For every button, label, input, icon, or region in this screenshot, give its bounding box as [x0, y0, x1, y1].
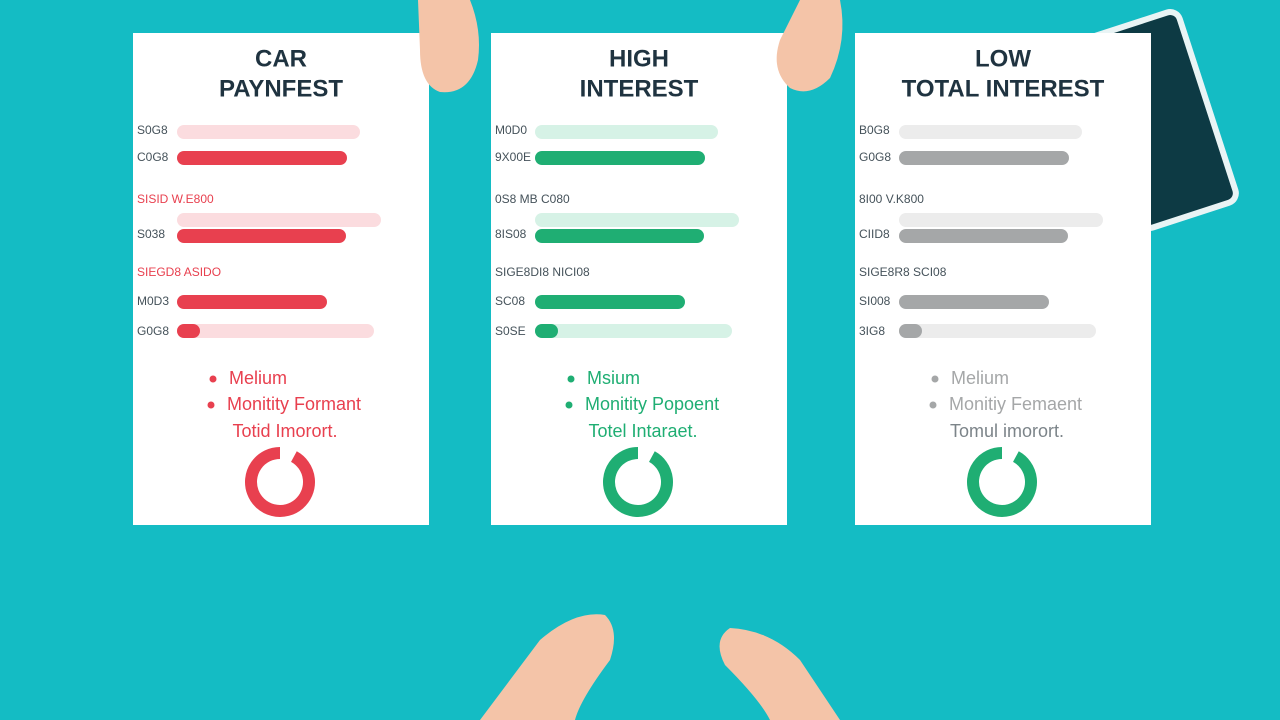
bar: [899, 295, 1049, 309]
row-label: M0D3: [137, 294, 169, 308]
bullet-text: Monitity Formant: [227, 394, 361, 414]
note-text: Tomul imorort.: [950, 421, 1064, 441]
bar: [535, 229, 704, 243]
row-label: S038: [137, 227, 165, 241]
bar: [535, 324, 732, 338]
card-title: LOW: [975, 45, 1031, 72]
bullet-text: Monitiy Femaent: [949, 394, 1082, 414]
card: LOW TOTAL INTEREST B0G8 G0G8 8I00 V.K800 CIID…: [855, 33, 1151, 525]
bullet-dot: [931, 375, 939, 383]
card-background: [491, 33, 787, 525]
donut: [245, 447, 315, 517]
bar: [177, 295, 327, 309]
row-label: 8IS08: [495, 227, 527, 241]
row-label: C0G8: [137, 150, 169, 164]
row-label: G0G8: [137, 324, 169, 338]
row-label: S0G8: [137, 123, 168, 137]
row-label: 3IG8: [859, 324, 885, 338]
row-label: SIGE8DI8 NICI08: [495, 265, 590, 279]
card: HIGH INTEREST M0D0 9X00E 0S8 MB C080 8IS08 SIG…: [491, 33, 787, 525]
bullet-dot: [565, 401, 573, 409]
note-text: Totid Imorort.: [232, 421, 337, 441]
card-title: HIGH: [609, 45, 669, 72]
bar: [177, 213, 381, 227]
card-title: PAYNFEST: [219, 75, 343, 102]
bar: [535, 125, 718, 139]
bar: [177, 125, 360, 139]
hands: [418, 0, 843, 720]
row-label: S0SE: [495, 324, 526, 338]
bar: [899, 229, 1068, 243]
bar: [899, 324, 1096, 338]
card: CAR PAYNFEST S0G8 C0G8 SISID W.E800 S038 SIEGD…: [133, 33, 429, 525]
bar: [177, 151, 347, 165]
row-label: 0S8 MB C080: [495, 192, 570, 206]
card-background: [855, 33, 1151, 525]
row-label: M0D0: [495, 123, 527, 137]
bar: [177, 324, 200, 338]
row-label: SISID W.E800: [137, 192, 214, 206]
bullet-dot: [567, 375, 575, 383]
card-title: INTEREST: [580, 75, 699, 102]
card-background: [133, 33, 429, 525]
row-label: SI008: [859, 294, 891, 308]
row-label: 9X00E: [495, 150, 531, 164]
row-label: B0G8: [859, 123, 890, 137]
row-label: 8I00 V.K800: [859, 192, 924, 206]
bullet-dot: [929, 401, 937, 409]
bar: [899, 125, 1082, 139]
bullet-dot: [207, 401, 215, 409]
bullet-text: Melium: [951, 368, 1009, 388]
card-title: CAR: [255, 45, 307, 72]
bar: [535, 295, 685, 309]
donut: [603, 447, 673, 517]
cards: CAR PAYNFEST S0G8 C0G8 SISID W.E800 S038 SIEGD…: [133, 33, 1151, 525]
bar: [899, 151, 1069, 165]
bar: [899, 324, 922, 338]
bar: [535, 151, 705, 165]
bar: [177, 229, 346, 243]
bar: [535, 324, 558, 338]
row-label: SIEGD8 ASIDO: [137, 265, 221, 279]
row-label: G0G8: [859, 150, 891, 164]
bullet-dot: [209, 375, 217, 383]
row-label: SC08: [495, 294, 525, 308]
bar: [177, 324, 374, 338]
bullet-text: Melium: [229, 368, 287, 388]
bar: [535, 213, 739, 227]
row-label: SIGE8R8 SCI08: [859, 265, 947, 279]
donut: [967, 447, 1037, 517]
bullet-text: Msium: [587, 368, 640, 388]
row-label: CIID8: [859, 227, 890, 241]
bullet-text: Monitity Popoent: [585, 394, 719, 414]
note-text: Totel Intaraet.: [588, 421, 697, 441]
bar: [899, 213, 1103, 227]
card-title: TOTAL INTEREST: [902, 75, 1105, 102]
